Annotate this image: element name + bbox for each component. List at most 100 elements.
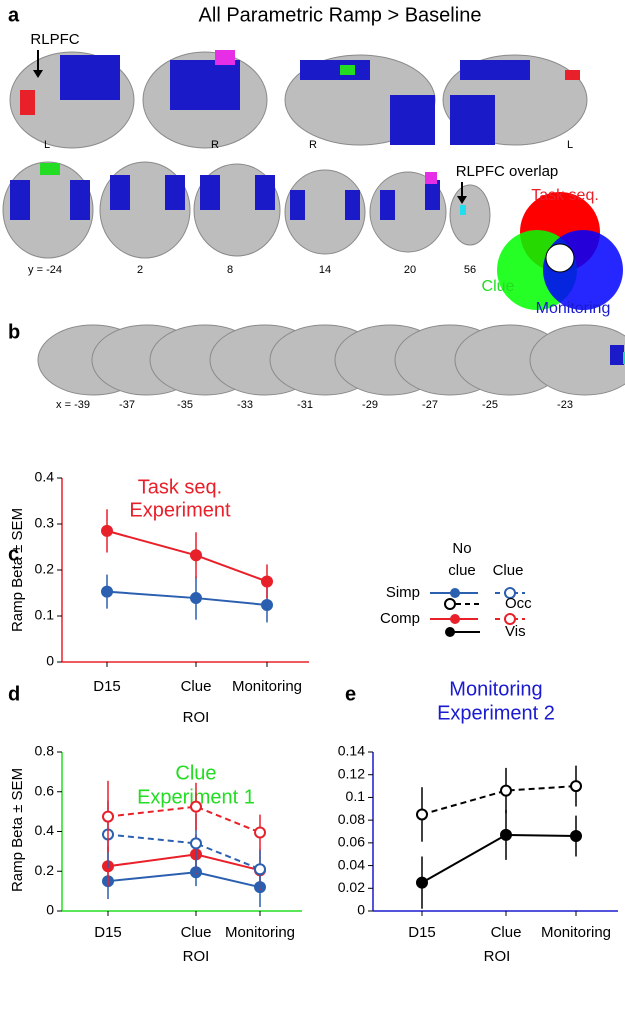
activation [610, 345, 624, 365]
x-tick-label: D15 [408, 924, 436, 941]
slice-label: 8 [227, 264, 233, 276]
chart-title: Monitoring [449, 678, 542, 700]
data-point [190, 549, 202, 562]
x-tick-label: Monitoring [232, 678, 302, 695]
slice-label: 2 [137, 264, 143, 276]
venn-label: Monitoring [536, 300, 611, 317]
data-point [190, 800, 202, 813]
series-line [106, 529, 268, 583]
series-line [107, 853, 261, 872]
y-tick-label: 0.02 [338, 879, 365, 895]
data-point [101, 524, 113, 537]
y-tick-label: 0 [46, 902, 54, 918]
panel-title: All Parametric Ramp > Baseline [199, 4, 482, 26]
y-tick-label: 0.08 [338, 811, 365, 827]
x-tick-label: D15 [94, 924, 122, 941]
venn-label: Clue [482, 278, 515, 295]
y-tick-label: 0.2 [35, 561, 55, 577]
panel-label: b [8, 321, 20, 343]
legend-entry: Comp [380, 610, 420, 627]
slice-label: x = -39 [56, 399, 90, 411]
venn [497, 192, 623, 310]
x-tick-label: Monitoring [225, 924, 295, 941]
sagittal-slices [37, 324, 625, 396]
view-label: R [309, 139, 317, 151]
slice-label: -31 [297, 399, 313, 411]
data-point [570, 830, 582, 843]
series-line [421, 785, 577, 816]
slice-label: -33 [237, 399, 253, 411]
panel-label: e [345, 683, 356, 705]
panel-label: a [8, 4, 20, 26]
y-tick-label: 0.4 [35, 822, 55, 838]
legend-header: clue [448, 562, 476, 579]
brain-views [9, 50, 588, 149]
coronal-slices [2, 161, 491, 259]
view-label: R [211, 139, 219, 151]
chart-title: Clue [175, 762, 216, 784]
chart-title: Experiment 2 [437, 702, 555, 724]
activation [623, 352, 625, 364]
data-point [416, 808, 428, 821]
y-tick-label: 0.14 [338, 743, 365, 759]
y-tick-label: 0.6 [35, 782, 55, 798]
y-tick-label: 0.8 [35, 743, 55, 759]
slice-label: y = -24 [28, 264, 62, 276]
x-tick-label: Clue [181, 924, 212, 941]
data-point [500, 784, 512, 797]
data-point [261, 575, 273, 588]
data-point [102, 810, 114, 823]
legend: No clue Clue Simp Comp Occ Vis [380, 540, 532, 640]
series-line [106, 590, 268, 606]
y-tick-label: 0.4 [35, 469, 55, 485]
data-point [416, 876, 428, 889]
venn-label: Task seq. [531, 187, 599, 204]
data-point [254, 826, 266, 839]
data-point [500, 828, 512, 841]
y-tick-label: 0 [46, 653, 54, 669]
x-axis-label: ROI [183, 709, 210, 726]
legend-entry: Occ [505, 595, 532, 612]
x-tick-label: Monitoring [541, 924, 611, 941]
y-tick-label: 0.06 [338, 834, 365, 850]
arrow-head [33, 70, 43, 78]
y-tick-label: 0.1 [346, 788, 366, 804]
slice-label: 56 [464, 264, 476, 276]
legend-entry: Vis [505, 623, 526, 640]
data-point [101, 585, 113, 598]
data-point [190, 592, 202, 605]
view-label: L [44, 139, 50, 151]
annotation: RLPFC overlap [456, 163, 559, 180]
y-tick-label: 0 [357, 902, 365, 918]
panel-label: d [8, 683, 20, 705]
chart-title: Experiment [129, 499, 231, 521]
data-point [261, 598, 273, 611]
slice-label: -29 [362, 399, 378, 411]
x-tick-label: Clue [491, 924, 522, 941]
view-label: L [567, 139, 573, 151]
y-tick-label: 0.3 [35, 515, 55, 531]
slice [529, 324, 625, 396]
slice-label: 20 [404, 264, 416, 276]
slice-label: -23 [557, 399, 573, 411]
y-tick-label: 0.2 [35, 862, 55, 878]
y-axis-label: Ramp Beta ± SEM [9, 768, 26, 892]
panel-label: c [8, 543, 19, 565]
x-tick-label: D15 [93, 678, 121, 695]
x-tick-label: Clue [181, 678, 212, 695]
data-point [570, 780, 582, 793]
slice-label: 14 [319, 264, 331, 276]
chart-title: Task seq. [138, 476, 222, 498]
arrow-head [457, 196, 467, 204]
data-point [190, 837, 202, 850]
legend-header: No [452, 540, 471, 557]
slice-label: -27 [422, 399, 438, 411]
x-axis-label: ROI [484, 948, 511, 965]
x-axis-label: ROI [183, 948, 210, 965]
series-line [107, 805, 261, 834]
y-axis-label: Ramp Beta ± SEM [9, 508, 26, 632]
legend-entry: Simp [386, 584, 420, 601]
y-tick-label: 0.12 [338, 765, 365, 781]
legend-header: Clue [493, 562, 524, 579]
